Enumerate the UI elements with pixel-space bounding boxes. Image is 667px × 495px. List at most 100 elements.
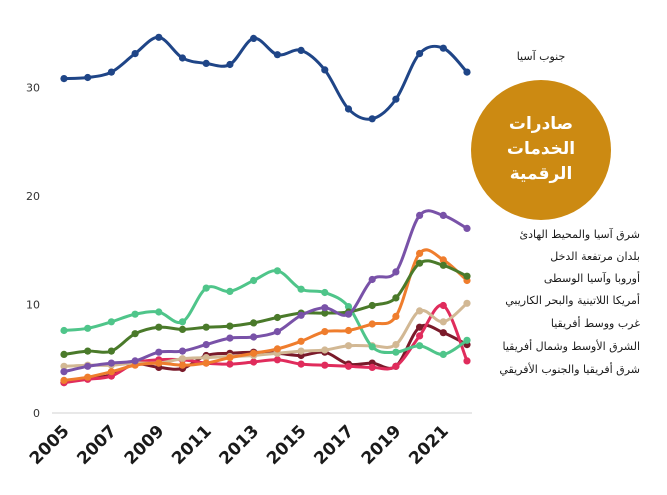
data-point	[178, 355, 187, 363]
data-point	[297, 311, 305, 319]
x-tick-label: 2013	[216, 421, 264, 469]
y-tick-label: 10	[26, 298, 40, 311]
data-point	[178, 361, 187, 369]
data-point	[297, 46, 305, 55]
legend-label: أمريكا اللاتينية والبحر الكاريبي	[505, 293, 640, 307]
data-point	[131, 50, 139, 58]
data-point	[273, 328, 281, 336]
data-point	[297, 285, 305, 293]
data-point	[107, 347, 115, 355]
legend-label: شرق أفريقيا والجنوب الأفريقي	[499, 362, 640, 376]
series-group	[60, 267, 471, 358]
data-point	[416, 211, 424, 219]
data-point	[439, 261, 447, 269]
legend-label: الشرق الأوسط وشمال أفريقيا	[502, 339, 640, 353]
data-point	[202, 354, 210, 362]
y-tick-label: 20	[26, 190, 40, 203]
series-group	[60, 209, 471, 376]
data-point	[439, 329, 447, 337]
data-point	[392, 268, 400, 276]
data-point	[60, 326, 68, 335]
data-point	[392, 294, 400, 302]
data-point	[368, 343, 376, 351]
data-point	[131, 357, 139, 365]
data-point	[60, 362, 68, 370]
data-point	[202, 284, 210, 292]
data-point	[344, 342, 353, 350]
legend-label: شرق آسيا والمحيط الهادئ	[519, 227, 640, 241]
data-point	[463, 357, 471, 365]
legend-label: أوروبا وآسيا الوسطى	[544, 271, 640, 285]
data-point	[368, 320, 376, 328]
data-point	[226, 287, 234, 295]
data-point	[297, 337, 305, 345]
data-point	[463, 336, 471, 344]
legend-label: بلدان مرتفعة الدخل	[550, 250, 640, 263]
data-point	[321, 66, 329, 74]
data-point	[273, 356, 281, 364]
x-axis: 2005 2007 2009 2011 2013 2015 2017 2019 2021	[26, 421, 453, 469]
x-tick-label: 2009	[121, 421, 169, 469]
series-group	[60, 259, 471, 358]
data-point	[84, 362, 92, 370]
data-point	[416, 307, 424, 315]
data-point	[344, 105, 353, 113]
data-point	[439, 301, 447, 310]
data-point	[368, 115, 376, 123]
data-point	[178, 325, 187, 333]
data-point	[368, 363, 376, 371]
data-point	[368, 275, 376, 284]
title-badge-circle	[471, 80, 611, 220]
series-group	[60, 33, 471, 123]
data-point	[416, 249, 424, 257]
x-tick-label: 2015	[263, 421, 311, 469]
data-point	[321, 288, 329, 297]
y-axis: 0 10 20 30	[26, 81, 40, 420]
data-point	[344, 326, 353, 335]
data-point	[60, 350, 68, 358]
data-point	[226, 360, 234, 368]
data-point	[463, 68, 471, 76]
data-point	[416, 259, 424, 267]
data-point	[344, 303, 353, 311]
data-point	[321, 309, 329, 317]
title-badge-line-2: الخدمات	[507, 139, 575, 159]
data-point	[131, 310, 139, 318]
data-point	[178, 347, 187, 355]
legend-label: غرب ووسط أفريقيا	[551, 316, 640, 330]
data-point	[84, 347, 92, 355]
data-point	[250, 276, 258, 285]
data-point	[226, 334, 234, 342]
data-point	[202, 341, 210, 349]
title-badge: صادرات الخدمات الرقمية	[471, 80, 611, 220]
data-point	[202, 59, 210, 67]
data-point	[131, 330, 139, 338]
x-tick-label: 2007	[73, 421, 121, 469]
data-point	[226, 322, 234, 330]
data-point	[155, 308, 163, 316]
title-badge-line-3: الرقمية	[510, 164, 573, 184]
x-tick-label: 2021	[405, 421, 453, 469]
data-point	[250, 349, 258, 357]
data-point	[60, 376, 68, 384]
series-group	[60, 248, 471, 384]
data-point	[297, 360, 305, 368]
data-point	[250, 358, 258, 366]
data-point	[273, 313, 281, 322]
data-point	[392, 348, 400, 356]
data-point	[202, 323, 210, 331]
data-point	[416, 50, 424, 58]
data-point	[321, 328, 329, 336]
data-point	[439, 256, 447, 264]
data-point	[60, 75, 68, 83]
series-lines	[60, 33, 471, 387]
data-point	[155, 359, 163, 367]
x-tick-label: 2011	[168, 421, 216, 469]
data-point	[84, 73, 92, 82]
data-point	[84, 373, 92, 381]
series-line	[62, 35, 469, 121]
data-point	[439, 44, 447, 52]
x-tick-label: 2019	[358, 421, 406, 469]
data-point	[202, 359, 210, 367]
